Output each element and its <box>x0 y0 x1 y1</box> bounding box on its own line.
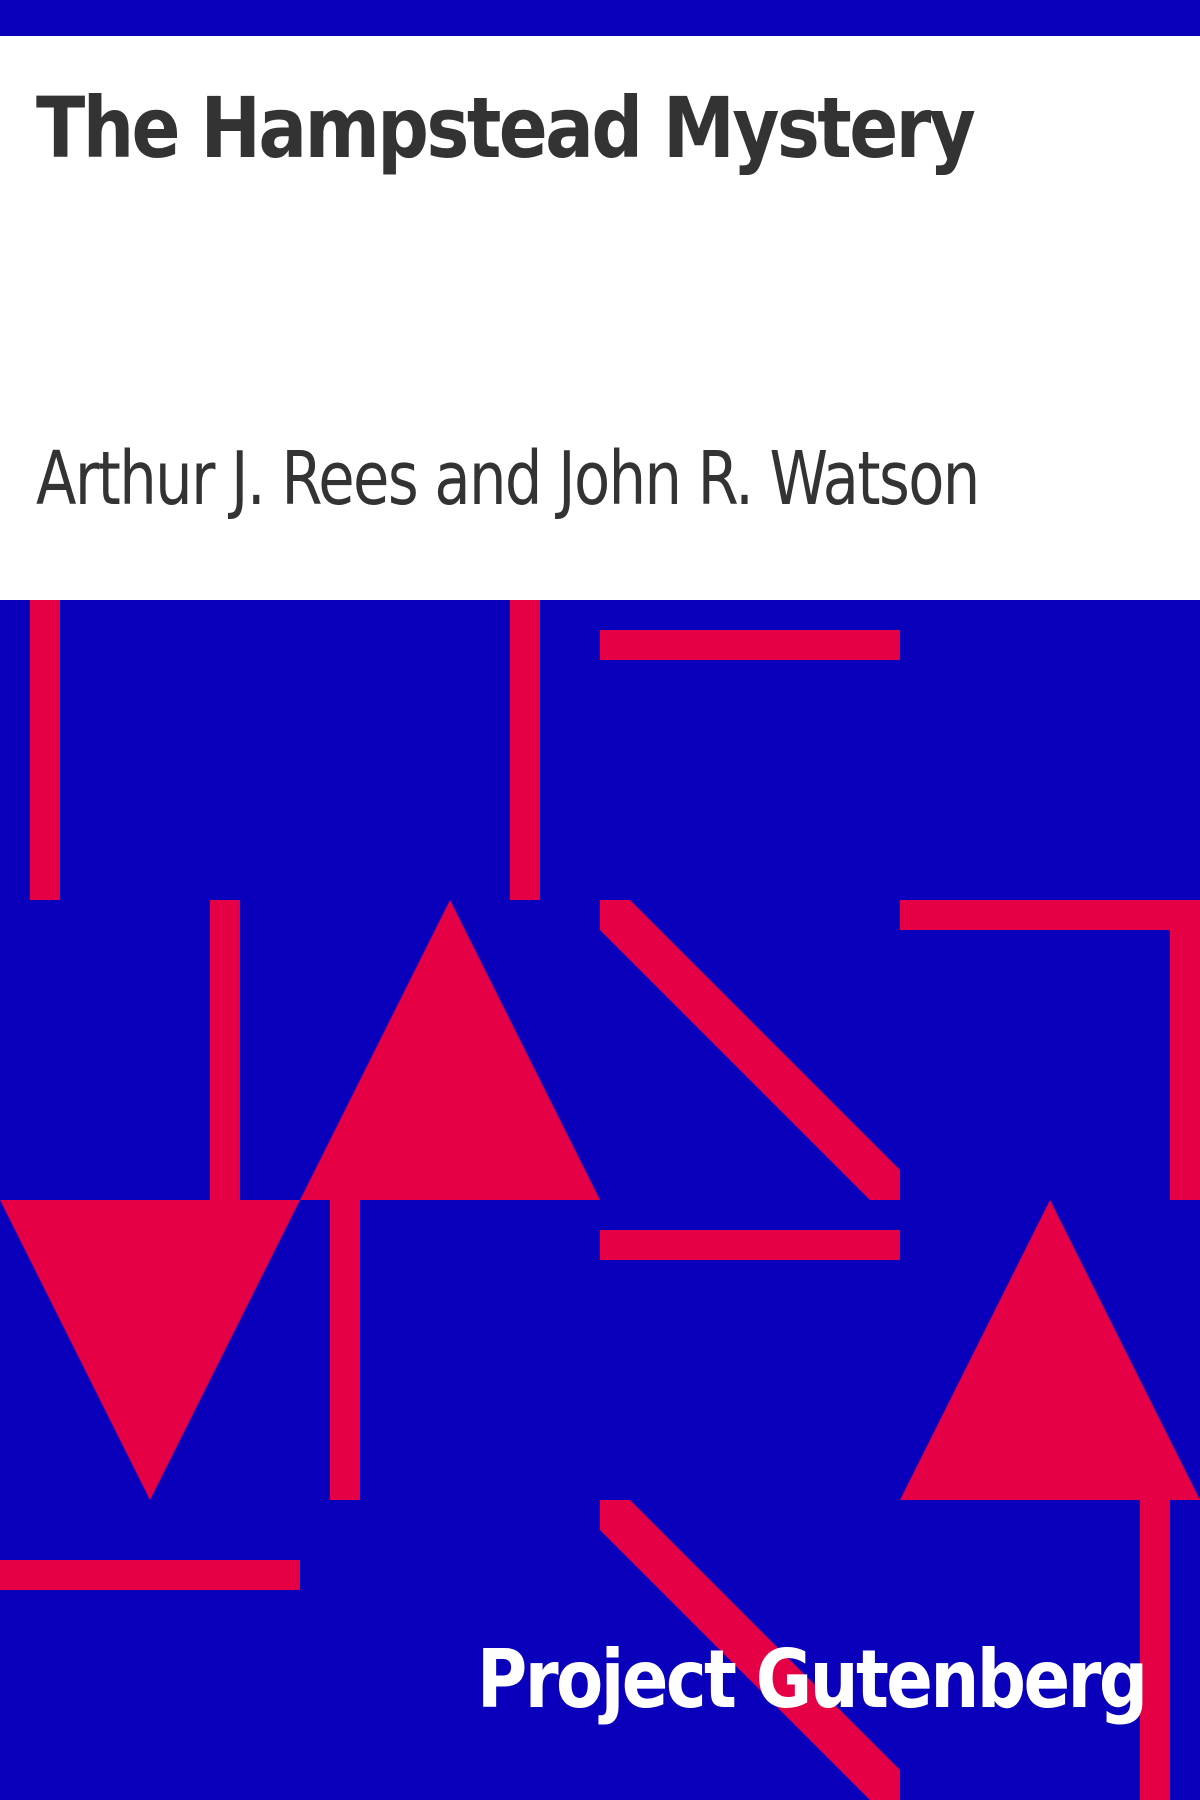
diagonal-bar <box>600 1500 900 1800</box>
down-triangle <box>0 1200 300 1500</box>
horizontal-bar <box>600 1230 900 1260</box>
top-color-band <box>0 0 1200 36</box>
up-triangle <box>900 1200 1200 1500</box>
diagonal-bar <box>600 900 900 1200</box>
title-panel <box>0 36 1200 600</box>
horizontal-bar <box>900 900 1200 930</box>
vertical-bar <box>210 900 240 1200</box>
vertical-bar <box>1170 900 1200 1200</box>
book-title: The Hampstead Mystery <box>36 79 976 177</box>
up-triangle <box>300 900 600 1200</box>
vertical-bar <box>510 600 540 900</box>
vertical-bar <box>330 1200 360 1500</box>
geometric-pattern <box>0 600 1200 1800</box>
horizontal-bar <box>0 1560 300 1590</box>
vertical-bar <box>30 600 60 900</box>
vertical-bar <box>1140 1500 1170 1800</box>
horizontal-bar <box>600 630 900 660</box>
publisher-name: Project Gutenberg <box>477 1633 1148 1726</box>
pattern-shapes <box>0 600 1200 1800</box>
book-author: Arthur J. Rees and John R. Watson <box>36 436 980 522</box>
